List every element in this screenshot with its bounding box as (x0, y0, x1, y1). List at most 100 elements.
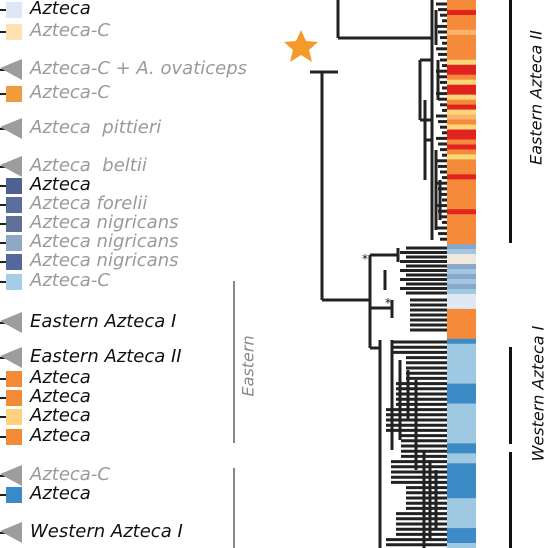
heat-cell (447, 288, 476, 295)
collapsed-clade-wedge-icon (0, 59, 22, 80)
heat-cell (447, 463, 476, 469)
legend-row-label: Azteca-C (30, 270, 110, 291)
legend-color-swatch (6, 197, 22, 213)
legend-row-tick (0, 204, 8, 206)
heat-cell (447, 543, 476, 548)
legend-color-swatch (6, 254, 22, 270)
heat-cell (447, 298, 476, 305)
heat-cell (447, 9, 476, 16)
legend-color-swatch (6, 487, 22, 503)
heat-cell (447, 468, 476, 474)
legend-row-label: Azteca (30, 405, 91, 426)
collapsed-clade-wedge-icon (0, 156, 22, 177)
legend-row-tick (0, 416, 8, 418)
legend-row-label: Western Azteca I (30, 521, 183, 542)
legend-color-swatch (6, 216, 22, 232)
legend-row-label: Azteca-C (30, 464, 110, 485)
legend-color-swatch (6, 86, 22, 102)
heat-cell (447, 174, 476, 180)
legend-row-label: Eastern Azteca II (30, 346, 182, 367)
heat-cell (447, 59, 476, 66)
heat-cell (447, 373, 476, 380)
legend-row-tick (0, 31, 8, 33)
heat-cell (447, 244, 476, 250)
heat-cell (447, 159, 476, 165)
heat-cell (447, 518, 476, 524)
heat-cell (447, 388, 476, 395)
heat-cell (447, 94, 476, 101)
heat-cell (447, 184, 476, 190)
legend-row-label: Azteca (30, 483, 91, 504)
heat-cell (447, 259, 476, 265)
heat-cell (447, 533, 476, 539)
heat-cell (447, 54, 476, 61)
heat-cell (447, 194, 476, 200)
legend-row-label: Azteca nigricans (30, 250, 179, 271)
legend-color-swatch (6, 429, 22, 445)
western-azteca-i-bar-1 (509, 347, 512, 444)
heat-cell (447, 44, 476, 51)
legend-row-label: Azteca nigricans (30, 231, 179, 252)
heat-cell (447, 229, 476, 235)
legend-row-label: Azteca nigricans (30, 212, 179, 233)
heat-cell (447, 99, 476, 106)
legend-row-label: Azteca forelii (30, 193, 148, 214)
heat-cell (447, 393, 476, 400)
heat-cell (447, 478, 476, 484)
heat-cell (447, 89, 476, 96)
heat-cell (447, 4, 476, 11)
heat-cell (447, 114, 476, 121)
tree-branches (310, 0, 447, 548)
heat-cell (447, 408, 476, 415)
star-icon (284, 30, 318, 62)
node-marker-asterisk: * (362, 252, 368, 266)
heat-cell (447, 129, 476, 136)
heat-cell (447, 293, 476, 300)
heat-cell (447, 383, 476, 390)
heat-cell (447, 254, 476, 260)
heat-cell (447, 264, 476, 270)
heat-cell (447, 378, 476, 385)
heat-cell (447, 513, 476, 519)
heat-cell (447, 189, 476, 195)
legend-color-swatch (6, 371, 22, 387)
heat-cell (447, 269, 476, 275)
legend-row-tick (0, 223, 8, 225)
collapsed-clade-wedge-icon (0, 118, 22, 139)
heat-cell (447, 433, 476, 439)
heat-cell (447, 134, 476, 141)
eastern-azteca-ii-label: Eastern Azteca II (526, 30, 546, 165)
heat-cell (447, 104, 476, 111)
legend-row-label: Azteca (30, 0, 91, 19)
heat-cell (447, 179, 476, 185)
heat-cell (447, 34, 476, 41)
heat-cell (447, 473, 476, 479)
legend-row-label: Azteca (30, 386, 91, 407)
legend-row-label: Azteca (30, 174, 91, 195)
heat-cell (447, 348, 476, 355)
legend-color-swatch (6, 235, 22, 251)
legend-color-swatch (6, 178, 22, 194)
heat-cell (447, 418, 476, 425)
eastern-bracket-line (233, 281, 235, 443)
heat-cell (447, 0, 476, 6)
heat-cell (447, 508, 476, 514)
heat-cell (447, 453, 476, 459)
heat-cell (447, 144, 476, 151)
legend-row-tick (0, 261, 8, 263)
heat-cell (447, 538, 476, 544)
heat-cell (447, 139, 476, 146)
heat-cell (447, 164, 476, 170)
heat-cell (447, 69, 476, 76)
legend-row-tick (0, 397, 8, 399)
heat-cell (447, 483, 476, 489)
collapsed-clade-wedge-icon (0, 312, 22, 333)
heat-cell (447, 493, 476, 499)
collapsed-clade-wedge-icon (0, 347, 22, 368)
heat-cell (447, 79, 476, 86)
heat-cell (447, 224, 476, 230)
heat-cell (447, 29, 476, 36)
heat-cell (447, 74, 476, 81)
legend-row-tick (0, 93, 8, 95)
